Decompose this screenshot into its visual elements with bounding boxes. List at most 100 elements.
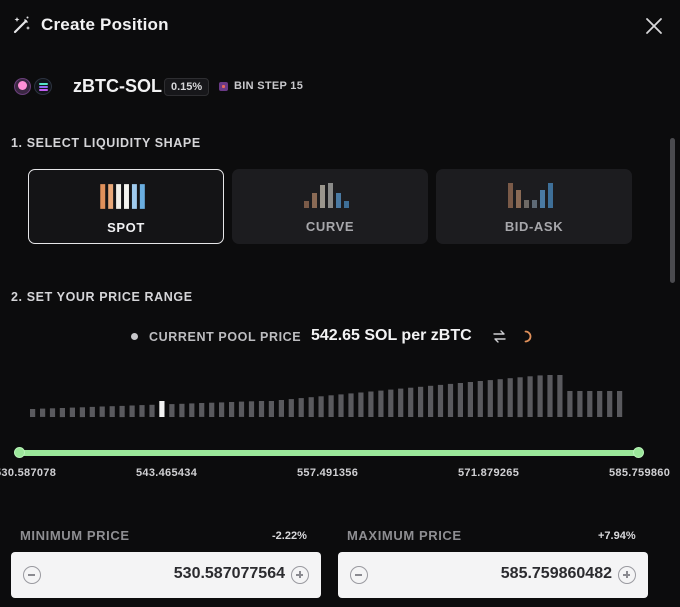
shape-label-curve: CURVE <box>305 219 355 234</box>
close-icon[interactable] <box>644 16 664 36</box>
liquidity-bar <box>298 398 304 417</box>
liquidity-bar <box>328 395 334 417</box>
liquidity-bar <box>238 401 245 417</box>
liquidity-bar <box>537 375 543 417</box>
increase-min-price-button[interactable] <box>291 566 309 584</box>
scrollbar-thumb[interactable] <box>670 138 675 283</box>
shape-option-curve[interactable]: CURVE <box>232 169 428 244</box>
range-section-title: 2. SET YOUR PRICE RANGE <box>11 290 193 304</box>
liquidity-bar <box>527 376 533 417</box>
curve-shape-icon <box>304 183 349 208</box>
liquidity-bar <box>149 404 155 417</box>
maximum-price-percent: +7.94% <box>598 530 636 542</box>
liquidity-bar <box>69 407 75 417</box>
range-tick-label: 530.587078 <box>0 467 57 479</box>
liquidity-bar <box>229 402 235 417</box>
magic-wand-icon <box>13 16 30 34</box>
bid-ask-shape-icon <box>508 183 553 208</box>
liquidity-bar <box>457 383 463 417</box>
liquidity-bar <box>587 391 593 417</box>
liquidity-bar <box>368 391 374 417</box>
minimum-price-value[interactable]: 530.587077564 <box>173 565 285 582</box>
liquidity-bar <box>189 403 195 417</box>
minimum-price-field[interactable]: 530.587077564 <box>11 552 321 598</box>
liquidity-bar <box>447 383 454 417</box>
pair-info: zBTC-SOL 0.15% BIN STEP 15 <box>14 74 414 100</box>
liquidity-bar <box>567 391 573 417</box>
liquidity-bar <box>30 409 36 417</box>
decrease-max-price-button[interactable] <box>350 566 368 584</box>
range-tick-label: 585.759860 <box>609 467 671 479</box>
max-price-handle[interactable] <box>633 447 644 458</box>
liquidity-bar <box>89 406 95 417</box>
liquidity-bar <box>428 385 434 417</box>
liquidity-bar <box>577 391 583 417</box>
liquidity-bar <box>408 387 414 417</box>
increase-max-price-button[interactable] <box>618 566 636 584</box>
maximum-price-value[interactable]: 585.759860482 <box>500 565 612 582</box>
liquidity-bar <box>258 401 265 417</box>
maximum-price-field[interactable]: 585.759860482 <box>338 552 648 598</box>
liquidity-bar <box>59 408 65 418</box>
liquidity-bar <box>129 405 135 417</box>
liquidity-bar <box>487 380 493 417</box>
liquidity-bar <box>388 389 394 417</box>
liquidity-bar <box>358 392 364 417</box>
liquidity-bar <box>49 408 56 417</box>
spot-shape-icon <box>100 184 145 209</box>
modal-header: Create Position <box>0 0 680 52</box>
minimum-price-percent: -2.22% <box>272 530 307 542</box>
liquidity-bar <box>308 397 314 417</box>
range-tick-label: 571.879265 <box>458 467 520 479</box>
decrease-min-price-button[interactable] <box>23 566 41 584</box>
liquidity-bar <box>139 405 145 417</box>
liquidity-bar <box>497 379 503 417</box>
liquidity-bar <box>219 402 225 417</box>
liquidity-bar <box>288 399 294 417</box>
active-bin-bar <box>159 401 165 417</box>
liquidity-bar <box>99 406 105 417</box>
shape-label-spot: SPOT <box>107 220 145 235</box>
bin-step-icon <box>219 82 228 91</box>
loading-spinner-icon <box>524 330 532 343</box>
range-tick-label: 557.491356 <box>297 467 359 479</box>
liquidity-bar <box>557 375 563 417</box>
liquidity-bar <box>517 377 523 418</box>
liquidity-bar <box>597 391 603 417</box>
swap-arrows-icon[interactable] <box>492 329 507 344</box>
price-range-slider[interactable] <box>19 450 639 456</box>
zbtc-token-icon <box>14 78 31 95</box>
liquidity-bar <box>378 390 384 417</box>
min-price-handle[interactable] <box>14 447 25 458</box>
liquidity-bar <box>467 382 473 417</box>
liquidity-bar <box>278 400 284 417</box>
page-title: Create Position <box>41 15 169 34</box>
liquidity-bar <box>248 401 255 417</box>
shape-option-spot[interactable]: SPOT <box>28 169 224 244</box>
liquidity-bar <box>209 402 215 417</box>
liquidity-bar <box>318 396 324 418</box>
shape-label-bid-ask: BID-ASK <box>504 219 564 234</box>
shape-option-bid-ask[interactable]: BID-ASK <box>436 169 632 244</box>
liquidity-bar <box>40 408 46 417</box>
liquidity-bar <box>348 393 354 417</box>
liquidity-bar <box>109 406 115 417</box>
pair-name: zBTC-SOL <box>73 76 162 96</box>
liquidity-bar <box>418 386 424 418</box>
maximum-price-label: MAXIMUM PRICE <box>347 528 462 543</box>
liquidity-bar <box>617 391 623 417</box>
shape-section-title: 1. SELECT LIQUIDITY SHAPE <box>11 136 201 150</box>
liquidity-bar <box>507 378 513 417</box>
status-dot-icon <box>131 333 138 340</box>
pool-price-label: CURRENT POOL PRICE <box>149 330 302 344</box>
range-tick-label: 543.465434 <box>136 467 198 479</box>
liquidity-bar <box>179 403 185 418</box>
liquidity-bar <box>199 403 205 417</box>
minimum-price-label: MINIMUM PRICE <box>20 528 130 543</box>
liquidity-bar <box>607 391 613 417</box>
liquidity-bar <box>169 404 175 417</box>
liquidity-bar <box>547 375 553 417</box>
bin-step-label: BIN STEP 15 <box>234 80 304 92</box>
liquidity-bar <box>398 388 404 417</box>
liquidity-bar <box>437 384 444 417</box>
